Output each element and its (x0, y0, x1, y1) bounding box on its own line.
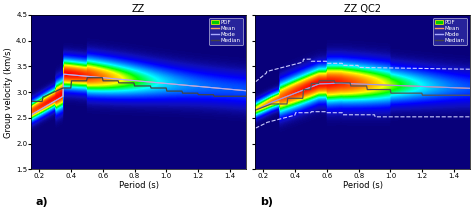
Mode (380, 84, 386, 86)
Mean (380, 84, 386, 86)
Mean (210, 86, 216, 89)
Mode (467, 87, 473, 90)
Y-axis label: Group velocity (km/s): Group velocity (km/s) (4, 47, 13, 138)
Line: Median: Median (31, 78, 246, 101)
Line: Median: Median (255, 81, 470, 110)
Text: a): a) (36, 197, 48, 207)
Legend: PDF, Mean, Mode, Median: PDF, Mean, Mode, Median (209, 18, 243, 46)
Median (380, 88, 386, 91)
Mode (29, 113, 35, 116)
Mode (339, 82, 345, 84)
Median (243, 95, 248, 98)
Mean (467, 87, 473, 90)
Title: ZZ: ZZ (132, 4, 145, 14)
Mode (253, 108, 259, 111)
Mean (384, 84, 390, 86)
Mode (61, 73, 66, 75)
Median (224, 95, 229, 98)
Line: Mean: Mean (31, 74, 246, 115)
Line: Mean: Mean (255, 83, 470, 110)
Median (156, 87, 162, 89)
Mean (156, 82, 162, 84)
Mode (160, 82, 166, 85)
Median (29, 100, 35, 103)
Mean (381, 84, 387, 86)
Median (253, 109, 258, 111)
Mode (210, 86, 216, 89)
Median (381, 88, 387, 91)
Mean (157, 82, 163, 84)
Median (157, 87, 163, 89)
Mean (28, 114, 34, 116)
Mode (253, 109, 258, 111)
Median (317, 79, 322, 82)
Mode (243, 89, 248, 92)
Mode (156, 82, 162, 84)
Text: b): b) (260, 197, 273, 207)
Mode (384, 84, 390, 86)
Legend: PDF, Mean, Mode, Median: PDF, Mean, Mode, Median (433, 18, 467, 46)
Mode (157, 82, 163, 84)
Mean (447, 86, 453, 89)
Median (28, 100, 34, 103)
Median (434, 94, 440, 96)
Mode (447, 86, 453, 89)
Mean (339, 82, 345, 84)
X-axis label: Period (s): Period (s) (118, 181, 158, 190)
Mode (434, 86, 440, 88)
Mean (29, 113, 35, 116)
Mean (434, 86, 440, 88)
Median (467, 94, 473, 96)
X-axis label: Period (s): Period (s) (343, 181, 383, 190)
Median (384, 88, 390, 91)
Median (447, 94, 453, 96)
Mean (61, 73, 66, 75)
Median (210, 94, 216, 96)
Mean (253, 108, 259, 111)
Mode (224, 88, 229, 90)
Mode (381, 84, 387, 86)
Line: Mode: Mode (255, 83, 470, 110)
Mean (160, 82, 166, 85)
Median (160, 87, 166, 89)
Title: ZZ QC2: ZZ QC2 (344, 4, 381, 14)
Median (84, 76, 90, 79)
Mode (28, 114, 34, 116)
Line: Mode: Mode (31, 74, 246, 115)
Mean (253, 109, 258, 111)
Mean (224, 88, 229, 90)
Mean (243, 89, 248, 92)
Median (253, 109, 259, 111)
